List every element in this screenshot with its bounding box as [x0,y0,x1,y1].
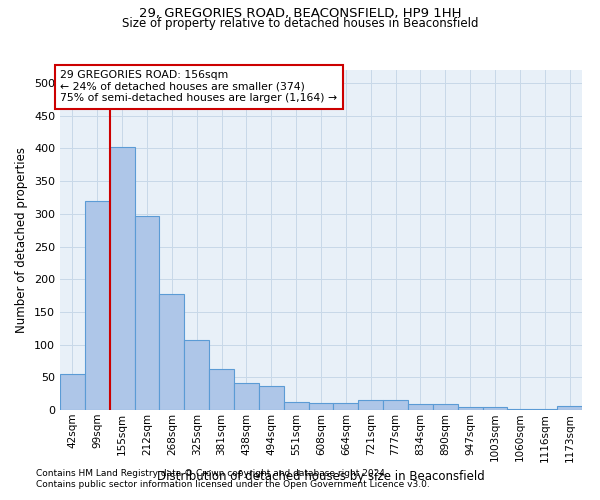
Bar [134,216,160,410]
X-axis label: Distribution of detached houses by size in Beaconsfield: Distribution of detached houses by size … [157,470,485,483]
Bar [209,369,234,410]
Bar [234,383,259,410]
Y-axis label: Number of detached properties: Number of detached properties [16,147,28,333]
Bar [557,406,582,410]
Bar [284,402,308,410]
Bar [358,400,383,410]
Bar [408,404,433,410]
Bar [160,294,184,410]
Bar [259,386,284,410]
Text: Contains HM Land Registry data © Crown copyright and database right 2024.: Contains HM Land Registry data © Crown c… [36,468,388,477]
Bar [60,374,85,410]
Bar [482,408,508,410]
Bar [184,340,209,410]
Bar [110,147,134,410]
Text: 29 GREGORIES ROAD: 156sqm
← 24% of detached houses are smaller (374)
75% of semi: 29 GREGORIES ROAD: 156sqm ← 24% of detac… [60,70,337,103]
Bar [308,403,334,410]
Text: 29, GREGORIES ROAD, BEACONSFIELD, HP9 1HH: 29, GREGORIES ROAD, BEACONSFIELD, HP9 1H… [139,8,461,20]
Text: Contains public sector information licensed under the Open Government Licence v3: Contains public sector information licen… [36,480,430,489]
Bar [433,404,458,410]
Bar [458,406,482,410]
Text: Size of property relative to detached houses in Beaconsfield: Size of property relative to detached ho… [122,18,478,30]
Bar [85,201,110,410]
Bar [383,400,408,410]
Bar [334,403,358,410]
Bar [532,408,557,410]
